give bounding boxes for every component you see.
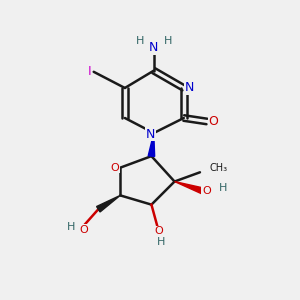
Polygon shape <box>97 195 120 212</box>
Text: N: N <box>185 82 194 94</box>
Text: N: N <box>146 128 155 141</box>
Text: O: O <box>154 226 163 236</box>
Text: O: O <box>208 115 218 128</box>
Text: N: N <box>149 41 158 54</box>
Text: H: H <box>164 36 172 46</box>
Text: I: I <box>88 65 91 78</box>
Text: H: H <box>219 184 227 194</box>
Text: O: O <box>111 163 119 173</box>
Text: O: O <box>202 186 211 196</box>
Text: H: H <box>157 237 165 247</box>
Text: H: H <box>136 36 144 46</box>
Text: H: H <box>66 222 75 232</box>
Text: O: O <box>79 225 88 235</box>
Polygon shape <box>175 182 203 194</box>
Text: CH₃: CH₃ <box>209 163 227 173</box>
Polygon shape <box>148 133 155 156</box>
